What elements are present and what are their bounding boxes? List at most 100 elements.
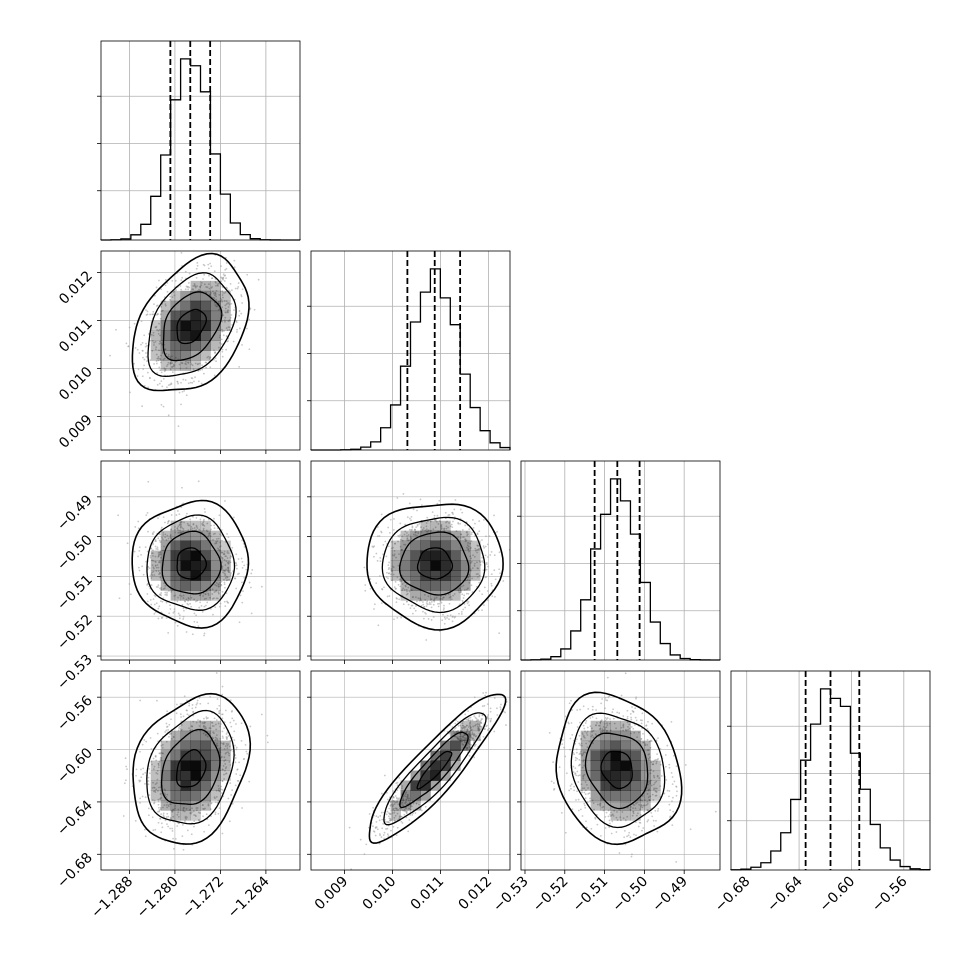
scatter-point bbox=[582, 759, 585, 762]
density-cell bbox=[220, 570, 231, 581]
scatter-point bbox=[151, 339, 154, 342]
scatter-point bbox=[217, 583, 220, 586]
scatter-point bbox=[179, 367, 182, 370]
scatter-point bbox=[499, 706, 502, 709]
scatter-point bbox=[237, 780, 240, 782]
scatter-point bbox=[142, 773, 145, 776]
density-cell bbox=[420, 550, 431, 561]
scatter-point bbox=[245, 327, 248, 330]
density-cell bbox=[210, 540, 221, 551]
scatter-point bbox=[157, 810, 159, 813]
density-cell bbox=[440, 560, 451, 571]
scatter-point bbox=[153, 799, 156, 802]
density-cell bbox=[440, 550, 451, 561]
scatter-point bbox=[146, 593, 149, 595]
density-cell bbox=[610, 760, 621, 771]
scatter-point bbox=[160, 305, 163, 308]
scatter-point bbox=[166, 363, 169, 366]
scatter-point bbox=[190, 528, 192, 530]
scatter-point bbox=[584, 789, 587, 792]
density-cell bbox=[210, 300, 221, 312]
scatter-point bbox=[589, 800, 591, 802]
scatter-point bbox=[230, 794, 233, 796]
scatter-point bbox=[180, 716, 182, 718]
scatter-point bbox=[221, 294, 224, 296]
scatter-point bbox=[155, 772, 158, 774]
scatter-point bbox=[640, 738, 643, 740]
scatter-point bbox=[402, 797, 404, 800]
scatter-point bbox=[393, 554, 396, 557]
scatter-point bbox=[169, 604, 171, 607]
scatter-point bbox=[146, 371, 149, 374]
scatter-point bbox=[221, 789, 224, 791]
scatter-point bbox=[672, 810, 675, 813]
density-cell bbox=[150, 780, 162, 791]
scatter-point bbox=[215, 584, 218, 587]
scatter-point bbox=[646, 793, 649, 795]
density-cell bbox=[590, 780, 601, 791]
scatter-point bbox=[483, 704, 486, 707]
scatter-point bbox=[159, 587, 161, 590]
scatter-point bbox=[204, 807, 206, 810]
scatter-point bbox=[165, 796, 168, 798]
scatter-point bbox=[235, 564, 238, 567]
scatter-point bbox=[193, 284, 196, 286]
scatter-point bbox=[133, 550, 136, 553]
scatter-point bbox=[575, 799, 577, 801]
scatter-point bbox=[605, 718, 608, 721]
scatter-point bbox=[149, 599, 152, 601]
scatter-point bbox=[162, 588, 165, 590]
scatter-point bbox=[186, 699, 188, 702]
scatter-point bbox=[635, 802, 637, 805]
scatter-point bbox=[392, 790, 395, 792]
scatter-point bbox=[403, 802, 406, 805]
scatter-point bbox=[644, 744, 646, 747]
density-cell bbox=[580, 740, 592, 751]
scatter-point bbox=[412, 802, 415, 805]
scatter-point bbox=[671, 783, 674, 785]
scatter-point bbox=[240, 312, 243, 315]
scatter-point bbox=[223, 600, 226, 603]
scatter-point bbox=[243, 758, 246, 760]
density-cell bbox=[210, 330, 221, 341]
scatter-point bbox=[178, 391, 181, 394]
scatter-point bbox=[462, 608, 465, 611]
scatter-point bbox=[450, 523, 453, 526]
density-cell bbox=[400, 540, 411, 551]
scatter-point bbox=[151, 571, 154, 574]
scatter-point bbox=[403, 588, 406, 591]
scatter-point bbox=[164, 368, 167, 370]
scatter-point bbox=[591, 705, 594, 708]
scatter-point bbox=[641, 829, 643, 832]
density-cell bbox=[150, 340, 162, 351]
scatter-point bbox=[182, 528, 185, 530]
density-cell bbox=[630, 740, 641, 751]
scatter-point bbox=[672, 796, 674, 799]
scatter-point bbox=[459, 508, 462, 511]
scatter-point bbox=[155, 360, 158, 363]
scatter-point bbox=[489, 707, 492, 710]
scatter-point bbox=[228, 820, 231, 823]
scatter-point bbox=[187, 597, 190, 599]
scatter-point bbox=[266, 734, 269, 737]
scatter-point bbox=[158, 382, 161, 385]
scatter-point bbox=[196, 807, 199, 809]
scatter-point bbox=[137, 555, 139, 558]
density-cell bbox=[200, 800, 211, 811]
scatter-point bbox=[553, 788, 555, 791]
scatter-point bbox=[220, 299, 223, 301]
scatter-point bbox=[396, 789, 399, 792]
scatter-point bbox=[171, 371, 174, 374]
density-cell bbox=[470, 720, 481, 732]
scatter-point bbox=[152, 554, 154, 557]
density-cell bbox=[390, 570, 401, 581]
scatter-point bbox=[139, 797, 142, 800]
scatter-point bbox=[221, 780, 224, 782]
scatter-point bbox=[156, 548, 159, 551]
scatter-point bbox=[224, 605, 227, 608]
scatter-point bbox=[159, 576, 162, 579]
scatter-point bbox=[224, 268, 227, 271]
scatter-point bbox=[208, 534, 211, 537]
scatter-point bbox=[446, 616, 448, 619]
scatter-point bbox=[380, 836, 383, 838]
